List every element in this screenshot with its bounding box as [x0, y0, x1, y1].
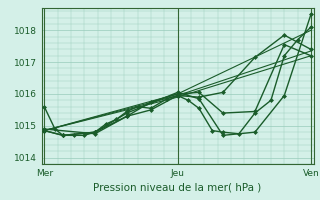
X-axis label: Pression niveau de la mer( hPa ): Pression niveau de la mer( hPa ) [93, 182, 262, 192]
